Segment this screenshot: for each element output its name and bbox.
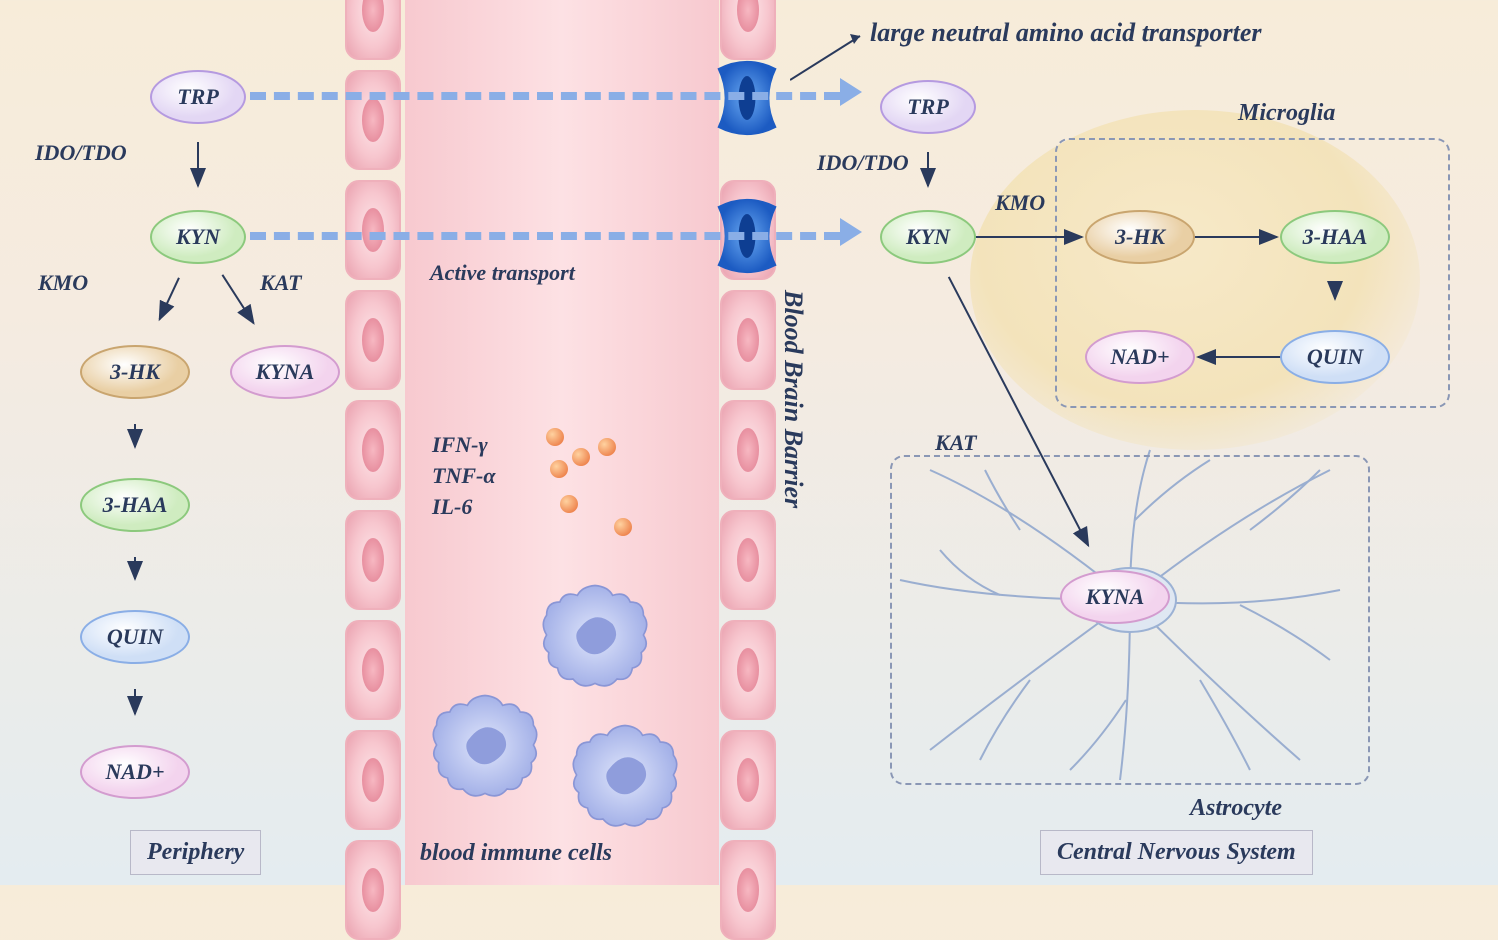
active-transport-label: Active transport — [430, 260, 575, 286]
cns-trp-node: TRP — [880, 80, 976, 134]
cytokine-dot — [614, 518, 632, 536]
periphery-quin-node: QUIN — [80, 610, 190, 664]
enzyme-kat: KAT — [935, 430, 977, 456]
immune-cell — [430, 690, 540, 800]
periphery-kyna-node: KYNA — [230, 345, 340, 399]
enzyme-kat: KAT — [260, 270, 302, 296]
blood-immune-label: blood immune cells — [420, 840, 612, 867]
immune-cell — [570, 720, 680, 830]
enzyme-ido_tdo: IDO/TDO — [817, 150, 909, 176]
microglia-label: Microglia — [1238, 100, 1335, 127]
cytokine-dot — [572, 448, 590, 466]
cns-nad-node: NAD+ — [1085, 330, 1195, 384]
enzyme-kmo: KMO — [995, 190, 1045, 216]
cns-kyna-node: KYNA — [1060, 570, 1170, 624]
enzyme-kmo: KMO — [38, 270, 88, 296]
periphery-label: Periphery — [130, 830, 261, 875]
periphery-kyn-node: KYN — [150, 210, 246, 264]
cns-label: Central Nervous System — [1040, 830, 1313, 875]
periphery-haa3-node: 3-HAA — [80, 478, 190, 532]
lnat-label: large neutral amino acid transporter — [870, 18, 1262, 48]
enzyme-ido_tdo: IDO/TDO — [35, 140, 127, 166]
immune-cell — [540, 580, 650, 690]
cytokine-labels: IFN-γ TNF-α IL-6 — [432, 430, 496, 522]
periphery-hk3-node: 3-HK — [80, 345, 190, 399]
periphery-nad-node: NAD+ — [80, 745, 190, 799]
cns-kyn-node: KYN — [880, 210, 976, 264]
dashed-arrow-trp — [250, 92, 840, 100]
cytokine-dot — [550, 460, 568, 478]
dashed-arrow-kyn — [250, 232, 840, 240]
cytokine-dot — [560, 495, 578, 513]
astrocyte-label: Astrocyte — [1190, 795, 1282, 822]
cns-haa3-node: 3-HAA — [1280, 210, 1390, 264]
cytokine-dot — [546, 428, 564, 446]
cns-quin-node: QUIN — [1280, 330, 1390, 384]
dashed-arrow-kyn-head — [840, 218, 862, 246]
lnat-pointer — [790, 30, 870, 85]
tnfa-label: TNF-α — [432, 461, 496, 492]
cytokine-dot — [598, 438, 616, 456]
ifng-label: IFN-γ — [432, 430, 496, 461]
periphery-trp-node: TRP — [150, 70, 246, 124]
barrier-left — [345, 0, 405, 885]
cns-hk3-node: 3-HK — [1085, 210, 1195, 264]
bbb-label: Blood Brain Barrier — [778, 290, 808, 508]
il6-label: IL-6 — [432, 492, 496, 523]
